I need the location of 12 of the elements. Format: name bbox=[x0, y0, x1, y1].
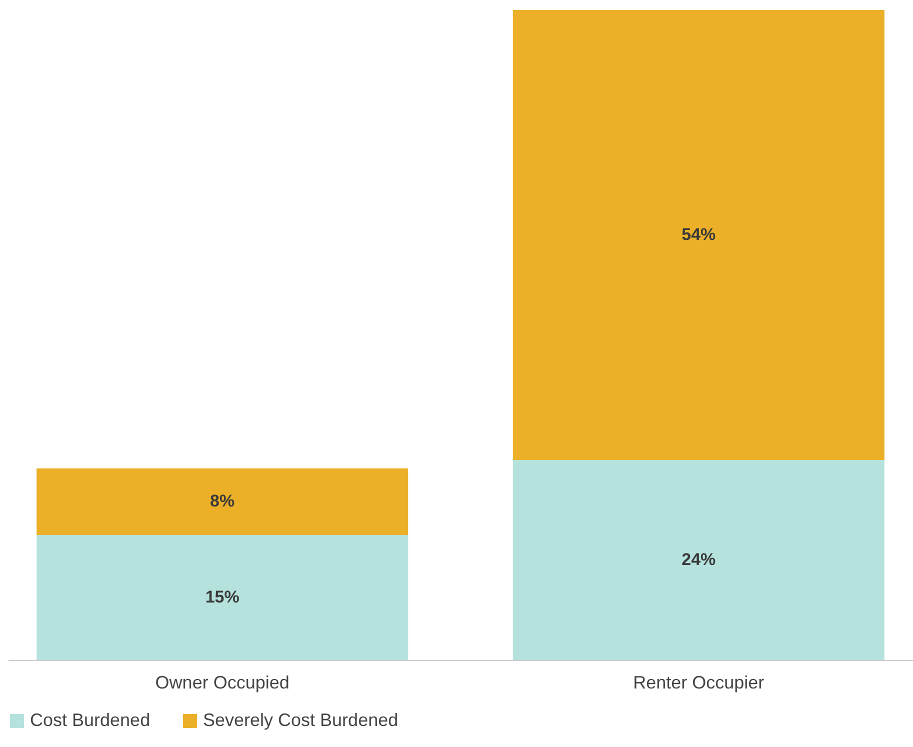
bar bbox=[512, 460, 884, 660]
data-label: 24% bbox=[682, 550, 716, 569]
data-label: 54% bbox=[682, 225, 716, 244]
legend-label: Cost Burdened bbox=[30, 710, 150, 730]
x-tick-label: Renter Occupier bbox=[633, 672, 764, 692]
bar bbox=[36, 535, 408, 660]
data-label: 15% bbox=[205, 588, 240, 606]
bar bbox=[36, 468, 408, 535]
x-tick-label: Owner Occupied bbox=[155, 672, 290, 692]
data-label: 8% bbox=[210, 492, 235, 511]
legend-label: Severely Cost Burdened bbox=[203, 710, 398, 730]
bar bbox=[512, 10, 884, 460]
